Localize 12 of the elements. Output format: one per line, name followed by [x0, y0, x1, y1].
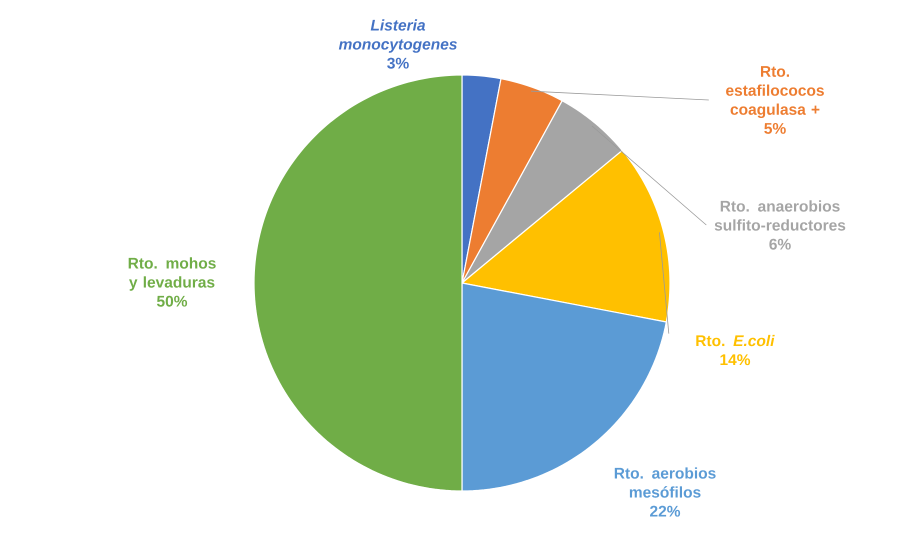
- slice-label: Rto. anaerobios sulfito-reductores: [714, 200, 846, 231]
- data-label: 50%: [156, 296, 188, 307]
- slice-label: Rto. mohos y levaduras: [128, 257, 216, 291]
- data-label: 14%: [720, 354, 750, 366]
- slice-label: Listeria monocytogenes: [338, 19, 457, 53]
- slice-label: Rto. estafilococos coagulasa +: [726, 66, 824, 118]
- slice-label: Rto. aerobios mesófilos: [614, 467, 716, 498]
- data-label: 6%: [769, 238, 791, 250]
- slice-label: Rto. E.coli: [696, 334, 775, 346]
- data-label: 3%: [387, 58, 409, 69]
- data-label: 5%: [764, 122, 786, 134]
- data-label: 22%: [650, 506, 680, 517]
